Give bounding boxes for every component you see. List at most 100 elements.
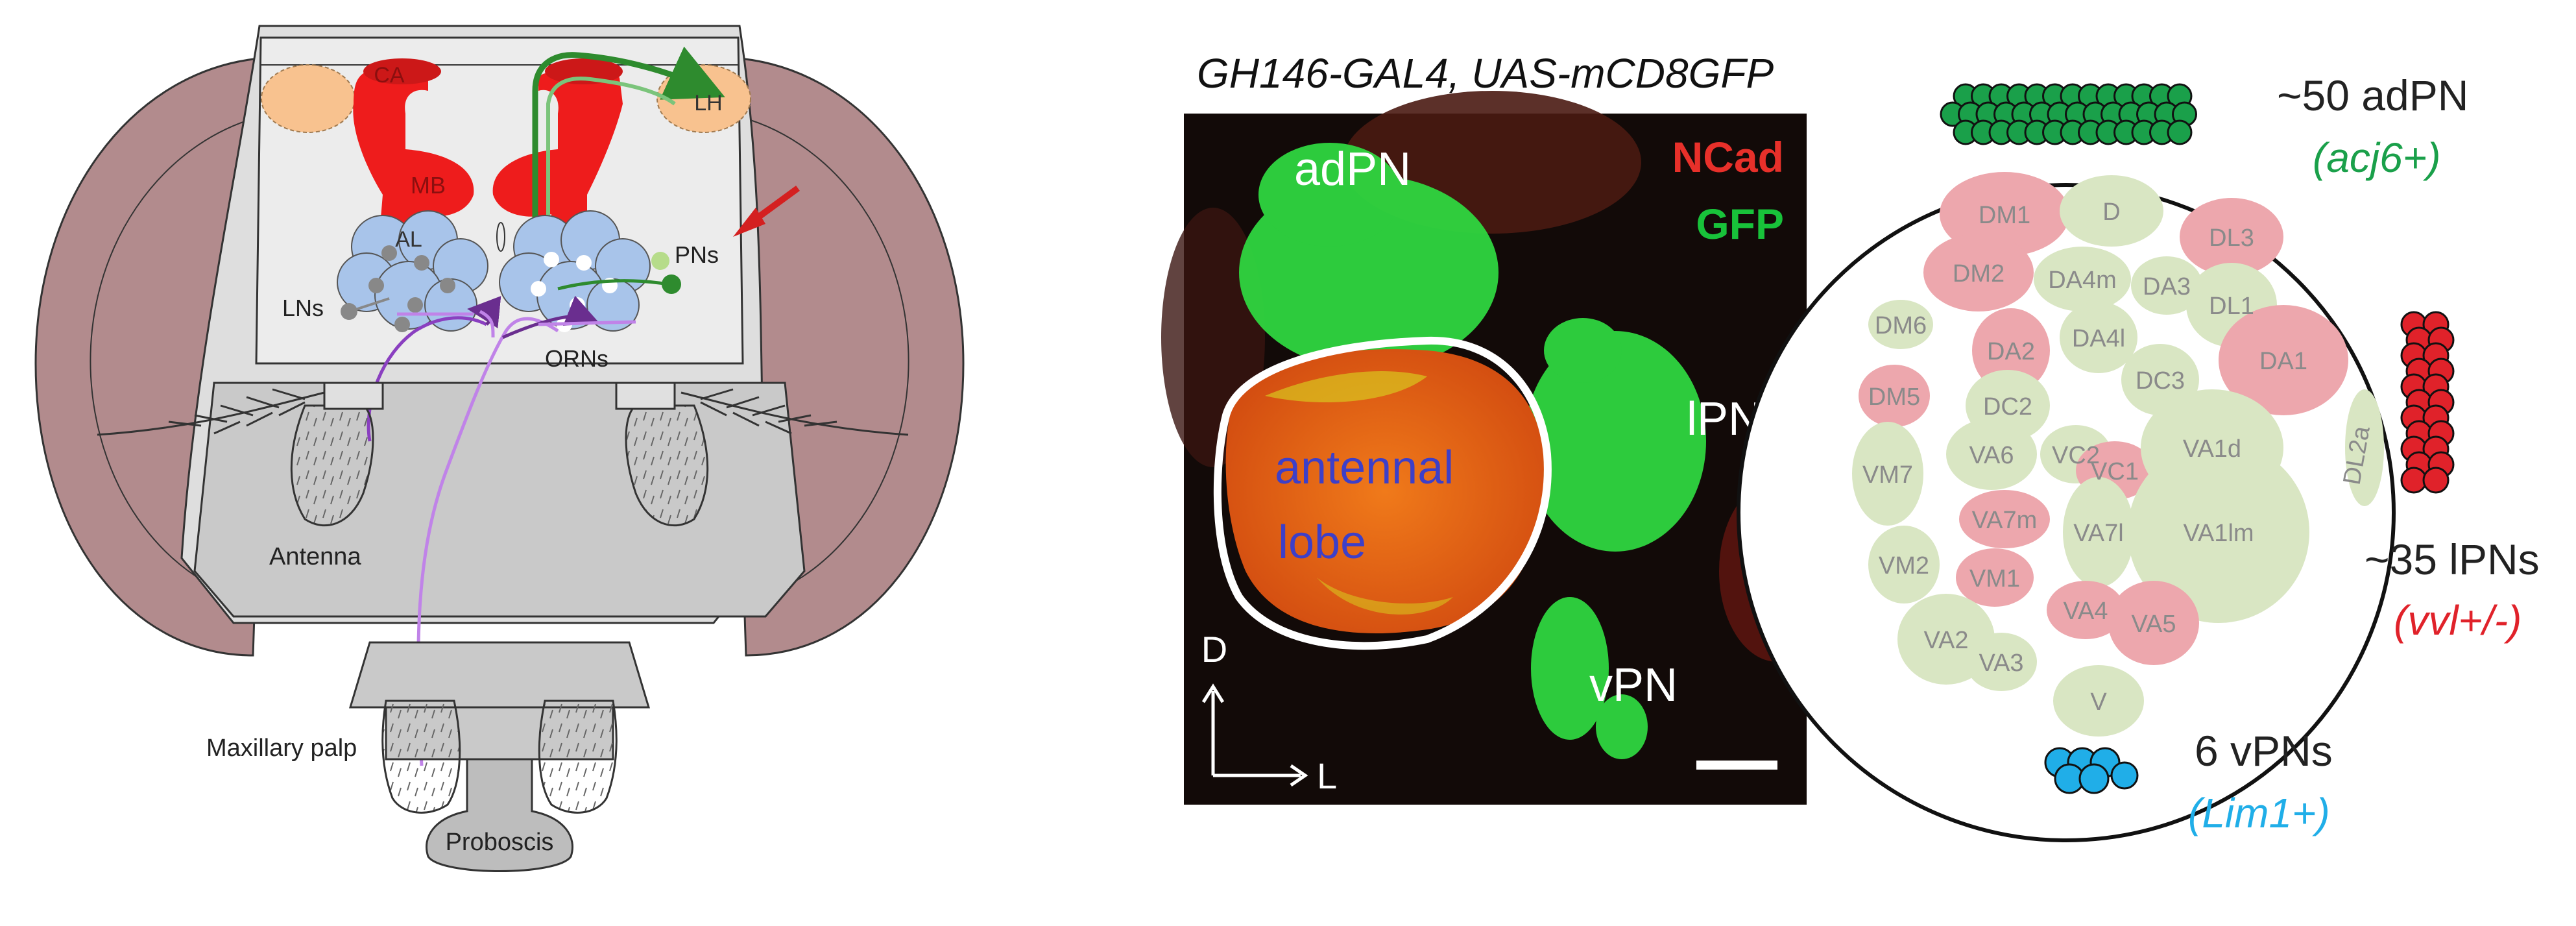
glomerulus-label-d: D	[2102, 199, 2120, 226]
glomerulus-da4m	[2034, 247, 2131, 311]
glomerulus-label-va7m: VA7m	[1972, 507, 2038, 534]
label-pns: PNs	[675, 241, 719, 268]
maxillary-palp-right	[538, 700, 618, 814]
glomerulus-label-dc3: DC3	[2136, 367, 2185, 395]
glomerulus-label-va6: VA6	[1969, 442, 2014, 469]
label-antennal: antennal	[1275, 442, 1454, 494]
antennal-lobe-outline	[1213, 336, 1552, 650]
label-antenna: Antenna	[269, 543, 361, 570]
axis-label-d: D	[1201, 629, 1227, 670]
rostrum	[348, 641, 651, 709]
glomerulus-vm7	[1852, 422, 1923, 526]
label-gfp: GFP	[1696, 200, 1784, 248]
label-ca: CA	[374, 63, 405, 88]
vpn-marker: (Lim1+)	[2188, 790, 2330, 836]
glomerulus-label-va7l: VA7l	[2073, 520, 2123, 547]
midline-ellipse	[496, 222, 505, 252]
glomerulus-va3	[1966, 633, 2037, 691]
vpn-count: 6 vPNs	[2195, 727, 2333, 775]
glomerulus-label-v: V	[2090, 688, 2107, 716]
label-mb: MB	[411, 172, 446, 199]
axis-label-l: L	[1317, 755, 1337, 796]
glomerulus-dm5	[1859, 365, 1930, 427]
glomerulus-label-da3: DA3	[2143, 273, 2191, 300]
glomerulus-va7m	[1959, 490, 2050, 548]
label-ncad: NCad	[1672, 133, 1784, 181]
antennal-lobe-left	[337, 210, 488, 332]
proboscis	[426, 758, 573, 872]
glomerulus-label-dm2: DM2	[1953, 260, 2004, 287]
pn-soma-light	[651, 252, 669, 270]
glomerulus-label-da2: DA2	[1987, 338, 2035, 365]
glomerulus-da4l	[2060, 302, 2137, 373]
mushroom-body-right	[492, 66, 623, 234]
arista-right	[680, 388, 909, 436]
adpn-soma-cluster	[1940, 83, 2197, 145]
adpn-soma	[2167, 119, 2193, 145]
gfp-cell-clusters	[1239, 143, 1706, 759]
glomerulus-label-dc2: DC2	[1983, 393, 2032, 420]
glomerulus-label-da4l: DA4l	[2072, 325, 2125, 352]
glomerulus-da1	[2219, 305, 2348, 415]
label-lobe: lobe	[1278, 517, 1366, 568]
glomerulus-label-vc2: VC2	[2052, 442, 2100, 469]
label-al: AL	[395, 227, 422, 252]
label-lh: LH	[694, 91, 722, 116]
glomerulus-label-da4m: DA4m	[2048, 267, 2117, 294]
lpn-soma-cluster	[2400, 311, 2455, 494]
pn-soma-dark	[662, 274, 681, 294]
scale-bar	[1696, 761, 1777, 770]
glomerulus-label-dl1: DL1	[2209, 293, 2254, 320]
antenna-left	[290, 404, 374, 527]
glomerulus-label-va1d: VA1d	[2183, 435, 2241, 463]
arista-left	[97, 388, 325, 436]
glomerulus-label-vm7: VM7	[1862, 461, 1913, 489]
antenna-right	[625, 404, 709, 527]
label-proboscis: Proboscis	[446, 829, 554, 856]
glomerulus-label-da1: DA1	[2259, 348, 2307, 375]
glomerulus-va7l	[2063, 477, 2134, 587]
fly-head-diagram: CA LH MB AL PNs LNs ORNs Antenna Maxilla…	[34, 25, 965, 872]
label-vpn: vPN	[1589, 659, 1678, 711]
glomerulus-dl3	[2180, 198, 2283, 276]
glomerulus-label-dl3: DL3	[2209, 225, 2254, 252]
glomerulus-va4	[2047, 581, 2125, 639]
glomerulus-label-va5: VA5	[2131, 611, 2176, 638]
micrograph-panel: GH146-GAL4, UAS-mCD8GFP NCad GFP adPN lP…	[1161, 50, 1836, 805]
glomerulus-d	[2060, 175, 2163, 247]
glomerulus-da2	[1972, 308, 2050, 393]
label-lns: LNs	[282, 295, 324, 321]
glomerulus-dm6	[1868, 300, 1933, 349]
glomerulus-label-vm2: VM2	[1879, 552, 1929, 579]
glomerulus-label-va1lm: VA1lm	[2183, 520, 2254, 547]
glomerulus-label-dm5: DM5	[1868, 384, 1920, 411]
glomeruli-map: DM1 D DL3 DM2 DA4m DA3 DL1 DM6 DA2 DA4l DA1 DM5 DC2 D…	[1852, 172, 2384, 737]
antennal-lobe-region	[1225, 349, 1544, 633]
glomerulus-vm1	[1956, 548, 2034, 607]
glomerulus-label-va3: VA3	[1979, 650, 2023, 677]
glomerulus-label-va2: VA2	[1923, 627, 1968, 654]
pn-axon-tract	[532, 46, 725, 273]
orientation-axes	[1201, 683, 1308, 787]
glomerulus-da3	[2131, 256, 2202, 315]
glomerulus-label-dm6: DM6	[1875, 312, 1927, 339]
mushroom-body-left	[353, 66, 474, 234]
lower-face	[193, 382, 806, 618]
schematic-panel: ~50 adPN (acj6+) DM1 D DL3 DM2 DA4m DA3 DL1 DM6…	[1737, 71, 2540, 842]
glomerulus-label-vm1: VM1	[1969, 565, 2020, 592]
adpn-marker: (acj6+)	[2313, 134, 2440, 181]
glomerulus-label-va4: VA4	[2063, 598, 2108, 625]
lateral-horn-left	[261, 64, 355, 133]
maxillary-palp-left	[381, 700, 461, 814]
label-adpn: adPN	[1294, 143, 1411, 195]
lpn-soma	[2400, 467, 2427, 494]
vpn-soma-cluster	[2044, 747, 2139, 794]
glomerulus-label-vc1: VC1	[2091, 458, 2139, 485]
glomerulus-label-dm1: DM1	[1979, 202, 2030, 229]
glomerulus-va6	[1946, 419, 2037, 490]
glomerulus-vm2	[1868, 526, 1940, 603]
adpn-count: ~50 adPN	[2277, 71, 2468, 119]
lpn-soma	[2422, 467, 2450, 494]
glomerulus-va5	[2108, 581, 2199, 665]
